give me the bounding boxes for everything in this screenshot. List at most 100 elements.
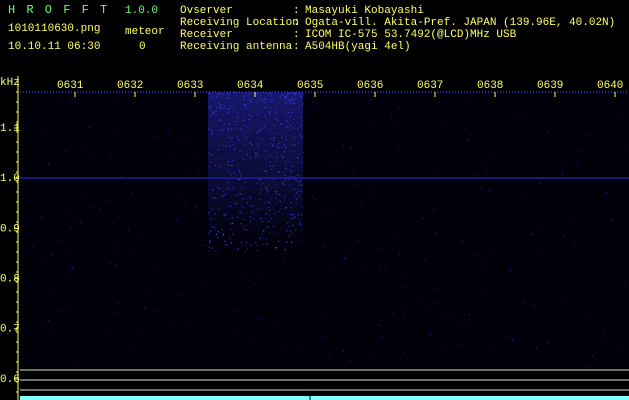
noise-dot: [274, 197, 276, 199]
noise-dot: [276, 112, 278, 114]
noise-dot: [260, 111, 263, 113]
noise-dot: [65, 149, 67, 151]
noise-dot: [217, 187, 219, 189]
info-value: Masayuki Kobayashi: [305, 5, 424, 17]
noise-dot: [510, 178, 512, 180]
noise-dot: [379, 268, 381, 270]
noise-dot: [284, 207, 286, 209]
noise-dot: [267, 226, 269, 228]
time-label: 0634: [237, 80, 264, 92]
noise-dot: [288, 161, 290, 163]
noise-dot: [298, 116, 300, 118]
noise-dot: [285, 102, 287, 104]
noise-dot: [184, 201, 186, 204]
noise-dot: [621, 345, 623, 347]
noise-dot: [268, 202, 271, 204]
noise-dot: [80, 222, 82, 224]
noise-dot: [325, 210, 328, 213]
noise-dot: [291, 242, 293, 244]
noise-dot: [480, 186, 482, 189]
info-value: ICOM IC-575 53.7492(@LCD)MHz USB: [305, 29, 517, 41]
noise-dot: [297, 174, 299, 176]
noise-dot: [246, 138, 248, 140]
noise-dot: [239, 211, 241, 214]
noise-dot: [261, 100, 263, 102]
noise-dot: [54, 290, 56, 292]
noise-dot: [184, 170, 186, 172]
noise-dot: [238, 138, 240, 140]
noise-dot: [312, 150, 314, 152]
noise-dot: [278, 172, 280, 174]
noise-dot: [230, 222, 232, 225]
noise-dot: [438, 93, 440, 95]
noise-dot: [72, 267, 74, 269]
noise-dot: [285, 206, 288, 209]
noise-dot: [294, 216, 296, 218]
noise-dot: [211, 133, 213, 135]
noise-dot: [285, 161, 287, 163]
noise-dot: [183, 142, 185, 144]
noise-dot: [239, 150, 241, 152]
noise-dot: [260, 217, 262, 219]
noise-dot: [271, 206, 273, 208]
noise-dot: [329, 214, 331, 216]
noise-dot: [236, 195, 238, 197]
noise-dot: [214, 104, 216, 106]
noise-dot: [435, 232, 437, 234]
noise-dot: [230, 242, 232, 244]
noise-dot: [284, 101, 286, 103]
noise-dot: [44, 323, 47, 325]
noise-dot: [299, 135, 301, 137]
noise-dot: [272, 226, 274, 228]
noise-dot: [253, 283, 255, 285]
noise-dot: [215, 110, 217, 112]
noise-dot: [299, 222, 301, 224]
noise-dot: [211, 153, 213, 155]
noise-dot: [625, 281, 627, 283]
noise-dot: [250, 157, 252, 159]
noise-dot: [539, 182, 541, 184]
noise-dot: [289, 103, 291, 105]
noise-dot: [228, 92, 230, 95]
noise-dot: [256, 114, 258, 116]
noise-dot: [266, 191, 269, 193]
noise-dot: [276, 132, 279, 134]
noise-dot: [270, 143, 272, 145]
noise-dot: [298, 95, 301, 98]
noise-dot: [281, 155, 283, 157]
noise-dot: [130, 347, 132, 350]
noise-dot: [215, 233, 217, 235]
noise-dot: [407, 356, 409, 358]
noise-dot: [261, 221, 264, 223]
noise-dot: [220, 97, 223, 99]
noise-dot: [231, 188, 233, 190]
noise-dot: [256, 244, 258, 246]
noise-dot: [209, 105, 211, 107]
noise-dot: [294, 92, 296, 94]
noise-dot: [361, 205, 363, 207]
noise-dot: [285, 136, 287, 138]
noise-dot: [196, 207, 199, 209]
noise-dot: [215, 197, 217, 200]
noise-dot: [330, 215, 332, 217]
noise-dot: [249, 98, 251, 100]
noise-dot: [456, 217, 458, 219]
noise-dot: [261, 233, 263, 235]
noise-dot: [240, 212, 242, 214]
noise-dot: [320, 345, 323, 347]
noise-dot: [486, 113, 489, 115]
noise-dot: [255, 241, 257, 243]
noise-dot: [236, 112, 238, 114]
noise-dot: [216, 93, 218, 95]
noise-dot: [265, 170, 267, 173]
noise-dot: [276, 193, 278, 195]
noise-dot: [190, 150, 192, 152]
noise-dot: [242, 182, 244, 184]
noise-dot: [271, 94, 273, 96]
noise-dot: [248, 114, 250, 116]
noise-dot: [263, 243, 265, 245]
noise-dot: [299, 223, 302, 226]
noise-dot: [595, 358, 597, 360]
noise-dot: [251, 211, 254, 213]
noise-dot: [227, 97, 229, 99]
